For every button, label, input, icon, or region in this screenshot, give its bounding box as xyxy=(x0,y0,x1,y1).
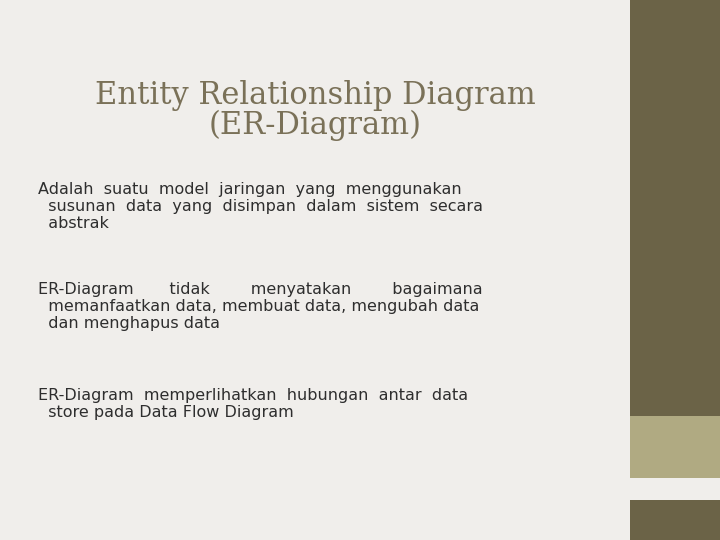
Text: ER-Diagram  memperlihatkan  hubungan  antar  data: ER-Diagram memperlihatkan hubungan antar… xyxy=(38,388,468,403)
Text: dan menghapus data: dan menghapus data xyxy=(38,316,220,331)
Text: memanfaatkan data, membuat data, mengubah data: memanfaatkan data, membuat data, menguba… xyxy=(38,299,480,314)
Text: (ER-Diagram): (ER-Diagram) xyxy=(209,110,421,141)
Text: susunan  data  yang  disimpan  dalam  sistem  secara: susunan data yang disimpan dalam sistem … xyxy=(38,199,483,214)
Text: abstrak: abstrak xyxy=(38,216,109,231)
Bar xyxy=(630,416,720,478)
Text: Entity Relationship Diagram: Entity Relationship Diagram xyxy=(94,80,536,111)
Bar xyxy=(630,500,720,540)
Bar xyxy=(630,0,720,416)
Text: ER-Diagram       tidak        menyatakan        bagaimana: ER-Diagram tidak menyatakan bagaimana xyxy=(38,282,482,297)
Text: Adalah  suatu  model  jaringan  yang  menggunakan: Adalah suatu model jaringan yang menggun… xyxy=(38,182,462,197)
Text: store pada Data Flow Diagram: store pada Data Flow Diagram xyxy=(38,405,294,420)
